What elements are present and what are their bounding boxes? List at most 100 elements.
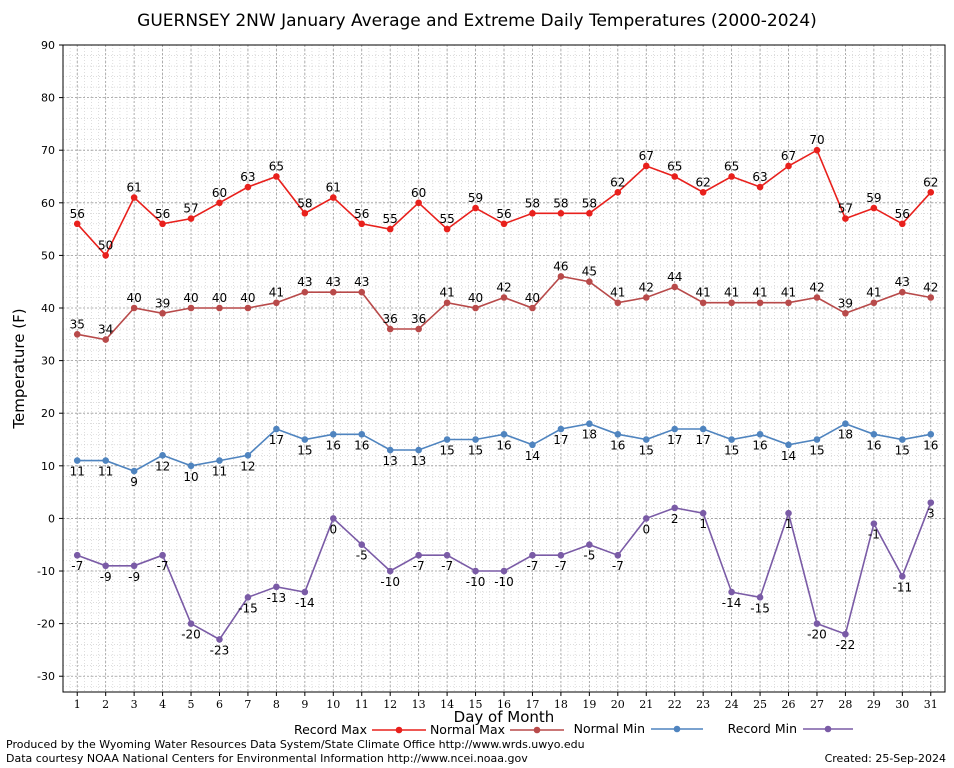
chart-title: GUERNSEY 2NW January Average and Extreme…: [137, 11, 817, 31]
x-tick-label: 4: [159, 698, 166, 711]
normal-min-point: [842, 420, 849, 428]
x-tick-label: 31: [924, 698, 938, 711]
record-max-point: [386, 225, 394, 233]
normal-max-point: [273, 299, 280, 307]
record-min-data-label: -5: [583, 549, 595, 563]
normal-max-data-label: 41: [610, 286, 625, 300]
x-tick-label: 17: [525, 698, 539, 711]
record-min-point: [870, 520, 878, 527]
record-min-data-label: -23: [210, 643, 230, 657]
normal-min-point: [130, 467, 138, 475]
legend: Record Max Normal Max Normal Min Record Min: [294, 721, 853, 737]
y-tick-label: 60: [41, 197, 55, 210]
legend-marker-record-max: [395, 726, 403, 734]
record-min-data-label: -14: [722, 596, 742, 610]
record-max-data-label: 60: [212, 186, 227, 200]
normal-max-data-label: 40: [468, 291, 483, 305]
legend-label-normal-min: Normal Min: [574, 721, 645, 736]
record-min-point: [529, 551, 536, 559]
record-max-data-label: 62: [923, 175, 938, 189]
record-max-data-label: 67: [639, 149, 654, 163]
normal-max-point: [642, 294, 650, 301]
normal-max-point: [927, 294, 935, 301]
x-tick-label: 23: [696, 698, 710, 711]
normal-max-point: [870, 299, 878, 307]
record-min-point: [728, 588, 735, 596]
record-min-data-label: -1: [868, 528, 880, 542]
record-max-point: [927, 188, 935, 196]
normal-min-data-label: 15: [639, 444, 654, 458]
normal-min-point: [273, 425, 280, 433]
normal-max-point: [244, 304, 252, 312]
x-tick-label: 3: [131, 698, 138, 711]
record-max-point: [642, 162, 650, 170]
record-max-point: [671, 173, 679, 180]
x-tick-label: 2: [102, 698, 109, 711]
record-min-point: [642, 515, 650, 522]
normal-max-data-label: 36: [383, 312, 398, 326]
record-min-data-label: -10: [466, 575, 486, 589]
normal-min-point: [642, 436, 650, 443]
x-axis-label: Day of Month: [454, 708, 555, 726]
normal-min-data-label: 12: [240, 459, 255, 473]
record-min-data-label: -9: [128, 570, 140, 584]
normal-min-point: [728, 436, 735, 443]
normal-min-point: [699, 425, 707, 433]
normal-max-data-label: 41: [752, 286, 767, 300]
normal-min-point: [73, 457, 81, 464]
record-max-point: [472, 204, 479, 212]
normal-min-data-label: 12: [155, 459, 170, 473]
record-min-data-label: -15: [750, 601, 770, 615]
normal-min-point: [870, 430, 878, 438]
normal-max-point: [529, 304, 536, 312]
normal-min-point: [557, 425, 565, 433]
record-min-point: [842, 630, 849, 638]
normal-min-data-label: 16: [610, 438, 625, 452]
record-min-data-label: -7: [555, 559, 567, 573]
record-max-data-label: 70: [809, 133, 824, 147]
x-tick-label: 15: [469, 698, 483, 711]
normal-max-data-label: 43: [895, 275, 910, 289]
normal-min-data-label: 13: [383, 454, 398, 468]
record-max-data-label: 58: [525, 196, 540, 210]
record-min-point: [216, 636, 223, 643]
normal-max-data-label: 40: [525, 291, 540, 305]
y-tick-label: 10: [41, 460, 55, 473]
normal-min-data-label: 15: [439, 444, 454, 458]
record-min-point: [273, 583, 280, 591]
normal-max-point: [73, 331, 81, 338]
normal-max-data-label: 40: [212, 291, 227, 305]
normal-max-data-label: 42: [809, 280, 824, 294]
normal-min-data-label: 16: [496, 438, 511, 452]
legend-marker-record-min: [824, 725, 832, 733]
normal-max-point: [899, 288, 906, 296]
record-max-point: [756, 183, 764, 191]
record-min-data-label: -10: [494, 575, 514, 589]
normal-max-data-label: 40: [126, 291, 141, 305]
record-max-point: [529, 210, 536, 217]
y-tick-label: 0: [48, 512, 55, 525]
normal-max-point: [813, 294, 821, 301]
record-min-point: [785, 509, 792, 517]
x-tick-label: 19: [582, 698, 596, 711]
normal-min-data-label: 15: [809, 444, 824, 458]
record-max-data-label: 57: [183, 202, 198, 216]
record-max-data-label: 62: [696, 175, 711, 189]
x-tick-label: 6: [216, 698, 223, 711]
normal-min-data-label: 17: [667, 433, 682, 447]
record-min-point: [899, 572, 906, 580]
normal-max-point: [500, 294, 508, 301]
x-tick-label: 18: [554, 698, 568, 711]
normal-min-point: [472, 436, 479, 443]
grid: [62, 44, 946, 692]
record-min-point: [614, 551, 622, 559]
normal-min-point: [614, 430, 622, 438]
record-min-point: [813, 620, 821, 627]
legend-marker-normal-max: [533, 726, 541, 734]
record-min-data-label: -20: [181, 628, 201, 642]
normal-max-point: [102, 336, 109, 343]
record-max-point: [813, 146, 821, 154]
record-min-point: [415, 551, 422, 559]
created-date: Created: 25-Sep-2024: [824, 752, 946, 765]
normal-min-point: [927, 430, 935, 438]
